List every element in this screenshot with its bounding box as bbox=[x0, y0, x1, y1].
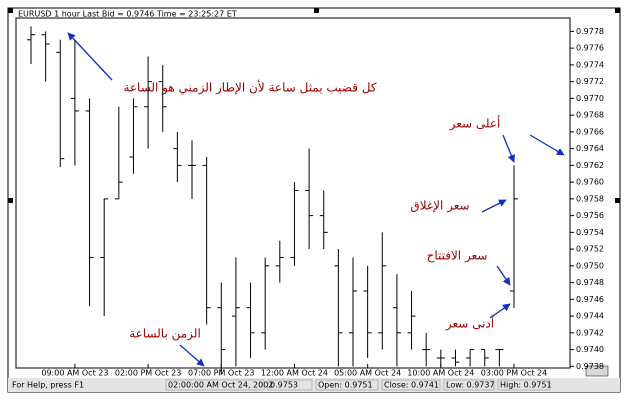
y-tick-label: 0.9776 bbox=[576, 44, 604, 53]
scroll-buttons[interactable] bbox=[585, 365, 609, 377]
handle bbox=[8, 8, 13, 13]
y-tick-label: 0.9754 bbox=[576, 228, 604, 237]
handle bbox=[615, 8, 620, 13]
status-bar bbox=[8, 378, 620, 392]
x-tick-label: 09:00 AM Oct 23 bbox=[41, 369, 108, 378]
handle bbox=[314, 8, 319, 13]
arrow bbox=[179, 344, 205, 367]
annotation: سعر الافتتاح bbox=[427, 249, 488, 263]
y-tick-label: 0.9758 bbox=[576, 194, 604, 203]
y-tick-label: 0.9768 bbox=[576, 111, 604, 120]
status-text: Low: 0.9737 bbox=[446, 381, 495, 390]
y-tick-label: 0.9772 bbox=[576, 77, 604, 86]
status-cell bbox=[165, 379, 265, 391]
status-text: For Help, press F1 bbox=[12, 381, 84, 390]
status-cell bbox=[443, 379, 495, 391]
y-tick-label: 0.9764 bbox=[576, 144, 604, 153]
y-tick-label: 0.9742 bbox=[576, 328, 604, 337]
annotation: أعلى سعر bbox=[449, 116, 501, 131]
y-tick-label: 0.9752 bbox=[576, 245, 604, 254]
status-cell bbox=[381, 379, 441, 391]
annotation: كل قضيب يمثل ساعة لأن الإطار الزمني هو ا… bbox=[123, 80, 376, 96]
y-tick-label: 0.9748 bbox=[576, 278, 604, 287]
plot-frame bbox=[15, 17, 571, 369]
handle bbox=[615, 198, 620, 203]
y-tick-label: 0.9774 bbox=[576, 60, 604, 69]
annotation: أدنى سعر bbox=[445, 316, 494, 331]
y-tick-label: 0.9770 bbox=[576, 94, 604, 103]
arrow bbox=[529, 134, 565, 156]
status-text: 02:00:00 AM Oct 24, 2002 bbox=[168, 381, 273, 390]
status-cell bbox=[497, 379, 551, 391]
x-tick-label: 02:00 PM Oct 23 bbox=[115, 369, 181, 378]
y-tick-label: 0.9756 bbox=[576, 211, 604, 220]
annotation: سعر الإغلاق bbox=[410, 199, 469, 214]
annotation: الزمن بالساعة bbox=[129, 327, 201, 341]
handle bbox=[8, 198, 13, 203]
chart-title: EURUSD 1 hour Last Bid = 0.9746 Time = 2… bbox=[18, 10, 237, 19]
y-tick-label: 0.9746 bbox=[576, 295, 604, 304]
annotation-arrows bbox=[67, 32, 565, 367]
x-tick-label: 05:00 AM Oct 24 bbox=[334, 369, 401, 378]
y-tick-label: 0.9762 bbox=[576, 161, 604, 170]
status-cell bbox=[315, 379, 379, 391]
arrow bbox=[502, 134, 515, 163]
y-tick-label: 0.9738 bbox=[576, 362, 604, 371]
arrow bbox=[489, 303, 511, 319]
status-cell bbox=[267, 379, 313, 391]
status-items: For Help, press F1 02:00:00 AM Oct 24, 20… bbox=[12, 379, 552, 391]
x-tick-label: 12:00 AM Oct 24 bbox=[261, 369, 328, 378]
status-text: 0.9753 bbox=[270, 381, 298, 390]
status-text: Close: 0.9741 bbox=[384, 381, 439, 390]
x-tick-label: 10:00 AM Oct 24 bbox=[407, 369, 474, 378]
x-tick-label: 03:00 PM Oct 24 bbox=[481, 369, 547, 378]
arrow bbox=[481, 199, 507, 213]
y-tick-label: 0.9740 bbox=[576, 345, 604, 354]
y-tick-label: 0.9778 bbox=[576, 27, 604, 36]
y-tick-label: 0.9760 bbox=[576, 178, 604, 187]
y-tick-label: 0.9750 bbox=[576, 261, 604, 270]
y-tick-label: 0.9766 bbox=[576, 127, 604, 136]
y-tick-label: 0.9744 bbox=[576, 312, 604, 321]
status-text: High: 0.9751 bbox=[500, 381, 552, 390]
arrow bbox=[496, 265, 511, 286]
status-text: Open: 0.9751 bbox=[318, 381, 373, 390]
